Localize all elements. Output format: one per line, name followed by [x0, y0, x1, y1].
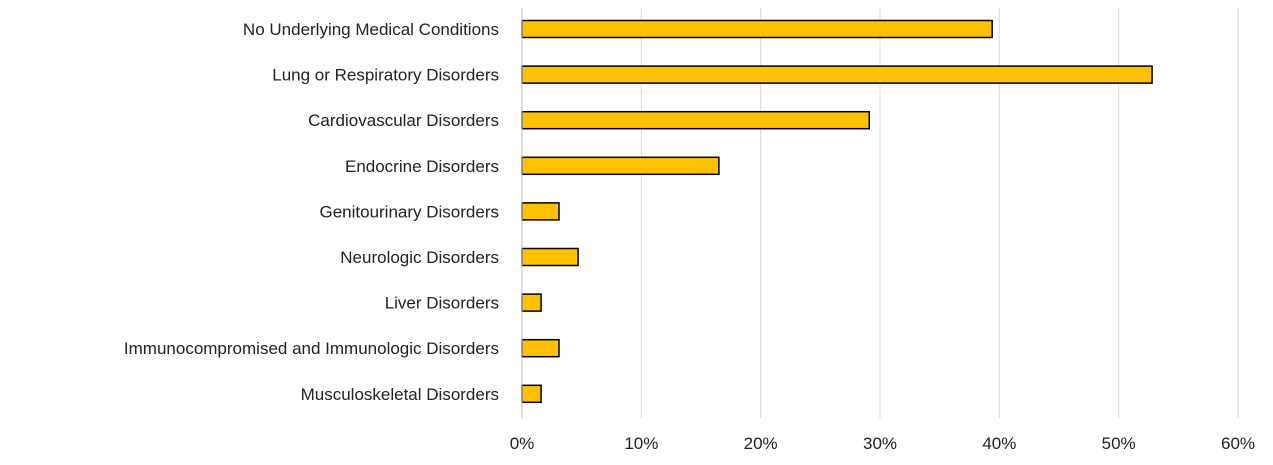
bar	[521, 156, 720, 176]
x-tick-label: 20%	[744, 434, 778, 453]
x-tick-label: 50%	[1102, 434, 1136, 453]
bar	[521, 384, 542, 404]
bars	[521, 19, 1153, 404]
x-tick-label: 10%	[624, 434, 658, 453]
x-tick-label: 40%	[982, 434, 1016, 453]
bar	[521, 110, 871, 130]
bar	[521, 19, 993, 39]
x-tick-label: 0%	[510, 434, 535, 453]
x-tick-label: 60%	[1221, 434, 1255, 453]
category-label: Cardiovascular Disorders	[308, 111, 499, 130]
category-label: Liver Disorders	[385, 294, 499, 313]
bar	[521, 338, 560, 358]
category-labels: No Underlying Medical Conditions Lung or …	[124, 20, 499, 404]
category-label: Musculoskeletal Disorders	[301, 385, 499, 404]
bar	[521, 293, 542, 312]
category-label: Endocrine Disorders	[345, 157, 499, 176]
category-label: No Underlying Medical Conditions	[243, 20, 499, 39]
bar	[521, 65, 1153, 84]
category-label: Immunocompromised and Immunologic Disord…	[124, 339, 499, 358]
bar	[521, 247, 579, 267]
category-label: Genitourinary Disorders	[319, 202, 499, 221]
x-tick-labels: 0% 10% 20% 30% 40% 50% 60%	[510, 434, 1255, 453]
x-tick-label: 30%	[863, 434, 897, 453]
category-label: Lung or Respiratory Disorders	[272, 66, 499, 85]
bar	[521, 202, 560, 221]
category-label: Neurologic Disorders	[340, 248, 499, 267]
